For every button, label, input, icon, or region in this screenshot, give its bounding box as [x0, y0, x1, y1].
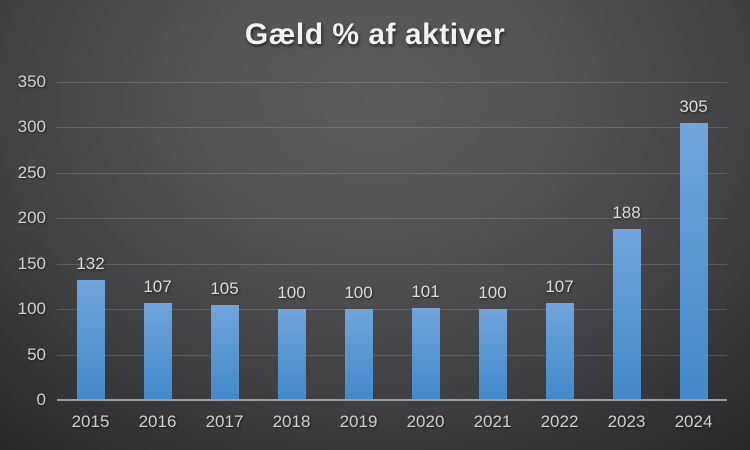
x-axis-label-2021: 2021: [473, 412, 512, 431]
bar-2015: [76, 280, 105, 400]
bar-2018: [277, 309, 306, 400]
y-tick-label-50: 50: [27, 344, 46, 364]
data-label-2019: 100: [344, 283, 373, 303]
gridline-150: [57, 263, 727, 265]
x-axis-label-2018: 2018: [272, 412, 311, 431]
bar-2016: [143, 302, 172, 400]
y-tick-label-250: 250: [17, 162, 46, 182]
bar-2020: [411, 308, 440, 400]
x-axis-label-2016: 2016: [138, 412, 177, 431]
data-label-2020: 101: [411, 282, 440, 302]
chart-title: Gæld % af aktiver: [244, 18, 506, 51]
y-tick-label-100: 100: [17, 299, 46, 319]
data-label-2021: 100: [478, 283, 507, 303]
gridline-50: [57, 354, 727, 356]
x-axis-label-2024: 2024: [674, 412, 713, 431]
y-tick-label-150: 150: [17, 253, 46, 273]
gridline-100: [57, 309, 727, 311]
data-label-2022: 107: [545, 276, 574, 296]
gridline-300: [57, 127, 727, 129]
x-axis-line: [57, 399, 727, 401]
x-axis-label-2020: 2020: [406, 412, 445, 431]
bar-2023: [612, 229, 641, 400]
gridline-250: [57, 172, 727, 174]
y-tick-label-350: 350: [17, 72, 46, 91]
x-axis-label-2022: 2022: [540, 412, 579, 431]
gridline-200: [57, 218, 727, 220]
data-label-2018: 100: [277, 283, 306, 303]
x-axis-label-2023: 2023: [607, 412, 646, 431]
data-label-2017: 105: [210, 278, 239, 298]
data-label-2024: 305: [679, 96, 708, 116]
bar-2017: [210, 304, 239, 400]
data-label-2016: 107: [143, 276, 172, 296]
plot-area: 132 107 105 100 100 101 100 107 188 305: [57, 82, 727, 401]
bar-2022: [545, 302, 574, 400]
data-label-2015: 132: [76, 254, 105, 274]
bar-2024: [679, 122, 708, 400]
bar-2021: [478, 309, 507, 400]
y-tick-label-300: 300: [17, 117, 46, 137]
y-tick-label-0: 0: [36, 390, 46, 409]
x-axis-label-2015: 2015: [71, 412, 110, 431]
data-label-2023: 188: [612, 203, 641, 223]
y-tick-label-200: 200: [17, 208, 46, 228]
bar-2019: [344, 309, 373, 400]
x-axis-label-2017: 2017: [205, 412, 244, 431]
x-axis-label-2019: 2019: [339, 412, 378, 431]
gridline-350: [57, 82, 727, 83]
